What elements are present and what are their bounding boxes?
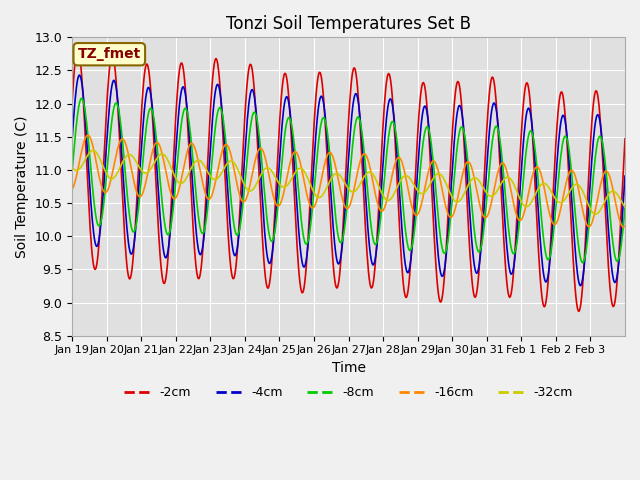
-2cm	[263, 283, 271, 289]
-32cm	[89, 147, 97, 153]
-2cm	[68, 99, 76, 105]
-4cm	[263, 250, 271, 256]
-4cm	[68, 136, 76, 142]
-8cm	[68, 168, 76, 173]
-2cm	[621, 136, 629, 142]
-32cm	[263, 165, 271, 171]
-8cm	[263, 214, 271, 220]
-16cm	[406, 197, 414, 203]
-16cm	[68, 186, 76, 192]
-16cm	[236, 192, 243, 197]
-8cm	[284, 116, 291, 122]
-4cm	[236, 227, 243, 233]
-32cm	[134, 161, 141, 167]
Legend: -2cm, -4cm, -8cm, -16cm, -32cm: -2cm, -4cm, -8cm, -16cm, -32cm	[120, 381, 578, 404]
-32cm	[621, 204, 629, 210]
Line: -8cm: -8cm	[72, 98, 625, 263]
-8cm	[134, 212, 141, 217]
-4cm	[284, 95, 291, 101]
-8cm	[236, 228, 243, 233]
-8cm	[579, 260, 586, 265]
-4cm	[406, 262, 414, 267]
Line: -4cm: -4cm	[72, 75, 625, 286]
-4cm	[621, 173, 629, 179]
-2cm	[406, 265, 414, 271]
-16cm	[437, 182, 445, 188]
Line: -2cm: -2cm	[72, 49, 625, 312]
-32cm	[406, 176, 414, 182]
-2cm	[437, 299, 445, 304]
-8cm	[437, 240, 445, 246]
-32cm	[284, 182, 291, 188]
Title: Tonzi Soil Temperatures Set B: Tonzi Soil Temperatures Set B	[226, 15, 471, 33]
Text: TZ_fmet: TZ_fmet	[77, 47, 141, 61]
-16cm	[620, 224, 627, 230]
-2cm	[575, 309, 582, 314]
-8cm	[621, 204, 629, 210]
-16cm	[134, 192, 141, 198]
-32cm	[68, 165, 76, 170]
-2cm	[74, 47, 82, 52]
-8cm	[77, 96, 85, 101]
-16cm	[621, 223, 629, 229]
-4cm	[134, 200, 141, 206]
-16cm	[84, 132, 92, 138]
-4cm	[76, 72, 83, 78]
-16cm	[284, 171, 291, 177]
-2cm	[236, 216, 243, 222]
-32cm	[236, 170, 243, 176]
-4cm	[577, 283, 584, 288]
-16cm	[263, 161, 271, 167]
Y-axis label: Soil Temperature (C): Soil Temperature (C)	[15, 115, 29, 258]
-2cm	[134, 179, 141, 184]
-32cm	[437, 172, 445, 178]
-8cm	[406, 248, 414, 253]
Line: -32cm: -32cm	[72, 150, 625, 214]
Line: -16cm: -16cm	[72, 135, 625, 227]
-32cm	[591, 211, 599, 217]
-4cm	[437, 272, 445, 278]
-2cm	[284, 83, 291, 88]
X-axis label: Time: Time	[332, 361, 365, 375]
